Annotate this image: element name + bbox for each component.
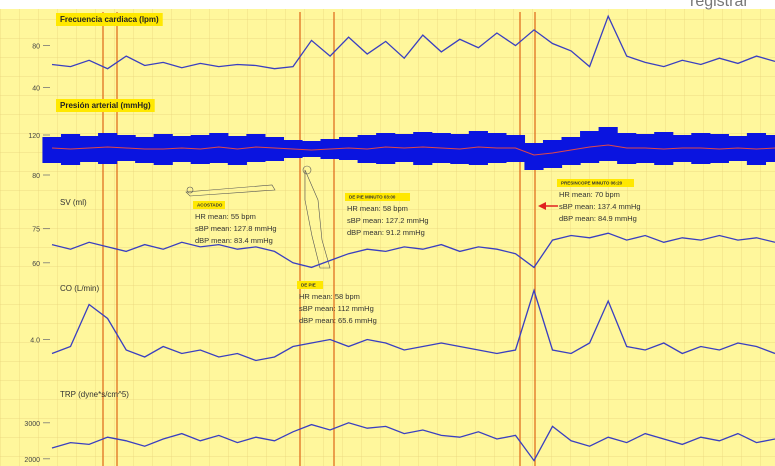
annotation-line: sBP mean: 127.2 mmHg — [347, 216, 429, 225]
pressure-band — [524, 143, 543, 170]
annotation-line: HR mean: 58 bpm — [299, 292, 360, 301]
pressure-band — [413, 132, 432, 165]
chart: registrar Frecuencia cardiaca (lpm) 80 40 P… — [0, 0, 775, 466]
annotation-line: dBP mean: 91.2 mmHg — [347, 228, 425, 237]
annotation-line: sBP mean: 112 mmHg — [299, 304, 374, 313]
pressure-band — [376, 133, 395, 164]
panel-title: Presión arterial (mmHg) — [60, 101, 151, 110]
header-fragment: registrar — [690, 0, 749, 10]
pressure-band — [98, 133, 117, 164]
annotation-line: dBP mean: 83.4 mmHg — [195, 236, 273, 245]
annotation-line: HR mean: 70 bpm — [559, 190, 620, 199]
pressure-band — [135, 137, 154, 163]
panel-title: Frecuencia cardiaca (lpm) — [60, 15, 159, 24]
annotation-title: PRESINCOPE MINUTO 06:20 — [561, 181, 623, 186]
pressure-band — [599, 127, 618, 161]
pressure-band — [42, 137, 61, 163]
y-tick-label: 40 — [32, 86, 40, 93]
panel-title: CO (L/min) — [60, 284, 99, 293]
annotation-line: HR mean: 58 bpm — [347, 204, 408, 213]
y-tick-label: 4.0 — [30, 338, 40, 345]
annotation-line: sBP mean: 137.4 mmHg — [559, 202, 641, 211]
pressure-band — [265, 137, 284, 161]
annotation-title: DE PIE — [301, 283, 316, 288]
annotation-line: HR mean: 55 bpm — [195, 212, 256, 221]
annotation-line: sBP mean: 127.8 mmHg — [195, 224, 277, 233]
pressure-band — [228, 136, 247, 165]
y-tick-label: 60 — [32, 261, 40, 268]
y-tick-label: 2000 — [24, 457, 40, 464]
panel-title: SV (ml) — [60, 198, 87, 207]
y-tick-label: 120 — [28, 133, 40, 140]
annotation-title: ACOSTADO — [197, 203, 223, 208]
y-tick-label: 3000 — [24, 421, 40, 428]
panel-title: TRP (dyne*s/cm^5) — [60, 390, 129, 399]
annotation-line: dBP mean: 65.6 mmHg — [299, 316, 377, 325]
annotation-title: DE PIE MINUTO 03:00 — [349, 195, 396, 200]
top-strip — [0, 0, 775, 9]
pressure-band — [61, 134, 80, 165]
pressure-band — [302, 141, 321, 157]
pressure-band — [172, 136, 191, 162]
y-tick-label: 80 — [32, 173, 40, 180]
y-tick-label: 75 — [32, 227, 40, 234]
annotation-line: dBP mean: 84.9 mmHg — [559, 214, 637, 223]
y-tick-label: 80 — [32, 44, 40, 51]
pressure-band — [80, 136, 99, 162]
